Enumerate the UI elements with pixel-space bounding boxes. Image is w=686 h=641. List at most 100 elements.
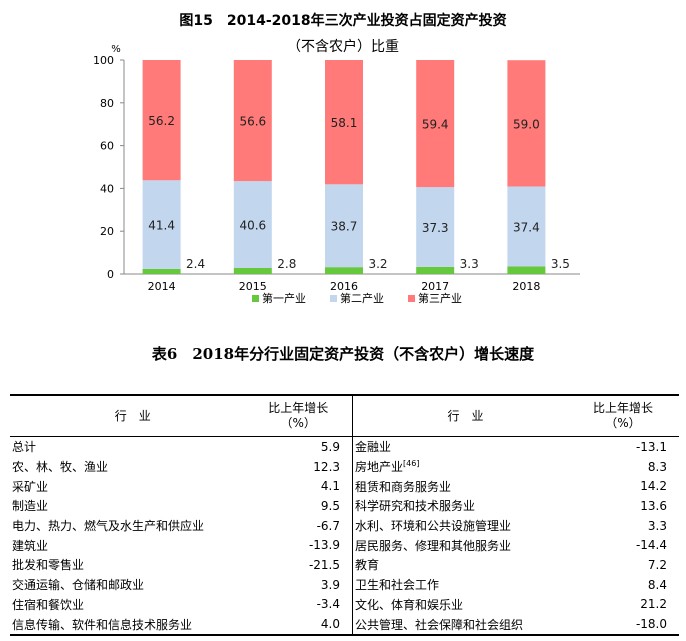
industry-growth-table: 行 业 比上年增长 （%） 行 业 比上年增长 （%） 总计 5.9 金融业 -13.… (10, 394, 679, 636)
header-growth-right: 比上年增长 （%） (577, 395, 679, 437)
bar-1-2015 (233, 268, 272, 274)
legend-label: 第二产业 (340, 291, 384, 305)
growth-value: 9.5 (255, 496, 354, 516)
y-tick-label: 0 (107, 268, 114, 281)
stacked-bar-chart: % 0 20 40 60 80 100 2.4 41.4 56.2 2014 2.8 40.6 56.6 2… (93, 44, 580, 305)
growth-value: 4.1 (255, 476, 354, 497)
bar-2-2015 (233, 181, 272, 269)
growth-value-right: -14.4 (635, 538, 667, 553)
legend-swatch (408, 295, 415, 302)
table-header-row: 行 业 比上年增长 （%） 行 业 比上年增长 （%） (10, 395, 679, 437)
chart-title: 图15 2014-2018年三次产业投资占固定资产投资 (179, 13, 507, 29)
data-label: 59.0 (513, 117, 540, 131)
industry-name-right: 金融业 (353, 437, 578, 457)
chart-subtitle: （不含农户）比重 (287, 39, 399, 55)
industry-name-right: 房地产业[46] (353, 457, 578, 477)
bar-1-2014 (142, 268, 181, 274)
growth-value: 3.9 (255, 574, 354, 595)
industry-name-right: 卫生和社会工作 (353, 575, 578, 595)
y-tick-label: 60 (100, 140, 114, 153)
growth-value-right: 8.3 (647, 459, 667, 474)
bar-1-2016 (325, 267, 363, 274)
industry-name-text: 金融业 (355, 440, 392, 455)
industry-name: 信息传输、软件和信息技术服务业 (10, 614, 256, 636)
y-axis-unit: % (111, 44, 121, 55)
header-growth-line2: （%） (280, 416, 316, 430)
industry-name-right: 租赁和商务服务业 (353, 476, 578, 496)
industry-name-right: 文化、体育和娱乐业 (353, 595, 578, 615)
data-label: 59.4 (422, 118, 449, 132)
table-row: 建筑业 -13.9 居民服务、修理和其他服务业 -14.4 (10, 535, 679, 556)
bar-1-2017 (416, 266, 455, 274)
table-row: 交通运输、仓储和邮政业 3.9 卫生和社会工作 8.4 (10, 574, 679, 595)
data-label: 41.4 (148, 219, 175, 233)
industry-name: 采矿业 (12, 479, 49, 494)
industry-name-right: 公共管理、社会保障和社会组织 (352, 614, 578, 636)
x-tick-label: 2015 (239, 280, 267, 293)
industry-name-text: 房地产业 (355, 460, 404, 475)
table-title: 表6 2018年分行业固定资产投资（不含农户）增长速度 (151, 345, 535, 363)
x-tick-label: 2016 (330, 280, 358, 293)
bar-3-2018 (507, 60, 546, 187)
table-row: 信息传输、软件和信息技术服务业 4.0 公共管理、社会保障和社会组织 -18.0 (10, 614, 679, 636)
industry-name-text: 租赁和商务服务业 (355, 479, 452, 494)
table-row: 总计 5.9 金融业 -13.1 (10, 436, 679, 457)
industry-name-right: 教育 (353, 555, 578, 575)
bar-3-2015 (233, 60, 272, 182)
data-label: 2.4 (186, 257, 205, 271)
table-row: 住宿和餐饮业 -3.4 文化、体育和娱乐业 21.2 (10, 594, 679, 615)
data-label: 3.3 (460, 257, 479, 271)
bar-3-2014 (142, 60, 181, 181)
bar-3-2016 (325, 60, 363, 185)
industry-name-right: 水利、环境和公共设施管理业 (353, 516, 578, 536)
data-label: 3.5 (551, 257, 570, 271)
data-label: 37.3 (422, 221, 449, 235)
growth-value: 12.3 (255, 456, 354, 477)
growth-value: -6.7 (255, 515, 354, 536)
data-label: 3.2 (368, 257, 387, 271)
table-row: 批发和零售业 -21.5 教育 7.2 (10, 555, 679, 575)
legend-label: 第一产业 (262, 291, 306, 305)
growth-value: 5.9 (255, 436, 354, 457)
industry-name: 制造业 (12, 499, 49, 514)
industry-name-right: 居民服务、修理和其他服务业 (353, 535, 578, 555)
data-label: 2.8 (277, 257, 296, 271)
data-label: 56.2 (148, 114, 175, 128)
legend-swatch (330, 295, 337, 302)
growth-value-right: 3.3 (647, 518, 667, 533)
growth-value-right: 21.2 (640, 597, 667, 612)
industry-name: 住宿和餐饮业 (12, 597, 85, 612)
bar-3-2017 (416, 60, 455, 188)
industry-name: 交通运输、仓储和邮政业 (12, 578, 145, 593)
header-industry-right: 行 业 (352, 395, 578, 437)
growth-value-right: 14.2 (640, 479, 667, 494)
bar-2-2018 (507, 186, 546, 267)
growth-value-right: -18.0 (577, 614, 679, 636)
growth-value: -21.5 (255, 555, 354, 575)
data-label: 58.1 (331, 116, 358, 130)
table-row: 采矿业 4.1 租赁和商务服务业 14.2 (10, 476, 679, 497)
header-industry: 行 业 (10, 395, 256, 437)
growth-value: -13.9 (255, 535, 354, 556)
industry-name-right: 科学研究和技术服务业 (353, 496, 578, 516)
bar-2-2017 (416, 187, 455, 267)
y-tick-label: 40 (100, 182, 114, 195)
industry-name-text: 公共管理、社会保障和社会组织 (355, 617, 524, 632)
legend-label: 第三产业 (418, 291, 462, 305)
industry-name-text: 教育 (355, 558, 380, 573)
legend-swatch (252, 295, 259, 302)
industry-name-text: 居民服务、修理和其他服务业 (355, 538, 512, 553)
industry-name: 总计 (12, 440, 37, 455)
header-growth-line1: 比上年增长 (268, 401, 329, 415)
industry-name-text: 卫生和社会工作 (355, 578, 440, 593)
data-label: 40.6 (239, 219, 266, 233)
y-tick-label: 20 (100, 225, 114, 238)
y-tick-label: 80 (100, 97, 114, 110)
header-growth-line1-right: 比上年增长 (592, 401, 653, 415)
data-label: 37.4 (513, 220, 540, 234)
header-growth-line2-right: （%） (605, 416, 641, 430)
industry-name-text: 文化、体育和娱乐业 (355, 597, 464, 612)
footnote-ref: [46] (403, 459, 420, 469)
growth-value-right: 13.6 (640, 498, 667, 513)
industry-name: 建筑业 (12, 538, 49, 553)
